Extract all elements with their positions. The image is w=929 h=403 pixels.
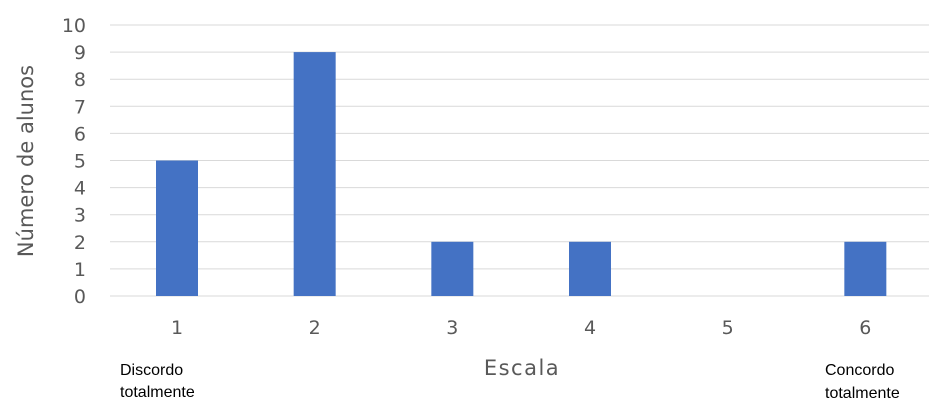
- bar-2: [293, 52, 336, 296]
- left-annotation-line1: Discordo: [120, 362, 183, 379]
- x-tick-labels: 1 2 3 4 5 6: [171, 317, 871, 339]
- bar-1: [156, 160, 198, 296]
- y-tick-label: 2: [74, 232, 86, 254]
- y-tick-label: 6: [74, 123, 86, 145]
- bar-3: [431, 241, 474, 296]
- bars: [156, 52, 887, 296]
- y-tick-label: 7: [74, 96, 86, 118]
- y-tick-label: 8: [74, 69, 86, 91]
- bar-6: [844, 241, 887, 296]
- gridlines: [110, 24, 929, 297]
- x-tick-label: 3: [446, 317, 458, 339]
- bar-4: [569, 241, 611, 296]
- right-annotation-line2: totalmente: [825, 385, 900, 402]
- y-tick-label: 1: [74, 259, 86, 281]
- y-tick-label: 10: [62, 15, 86, 37]
- y-axis-title: Número de alunos: [14, 65, 38, 257]
- x-tick-label: 1: [171, 317, 183, 339]
- right-annotation-line1: Concordo: [825, 362, 894, 379]
- y-tick-label: 5: [74, 151, 86, 173]
- y-tick-labels: 0 1 2 3 4 5 6 7 8 9 10: [62, 15, 86, 308]
- x-tick-label: 5: [722, 317, 734, 339]
- y-tick-label: 4: [74, 178, 86, 200]
- y-tick-label: 9: [74, 42, 86, 64]
- x-axis-title: Escala: [484, 356, 560, 380]
- x-tick-label: 4: [584, 317, 596, 339]
- y-tick-label: 3: [74, 205, 86, 227]
- left-annotation-line2: totalmente: [120, 384, 195, 401]
- x-tick-label: 2: [309, 317, 321, 339]
- y-tick-label: 0: [74, 286, 86, 308]
- x-tick-label: 6: [859, 317, 871, 339]
